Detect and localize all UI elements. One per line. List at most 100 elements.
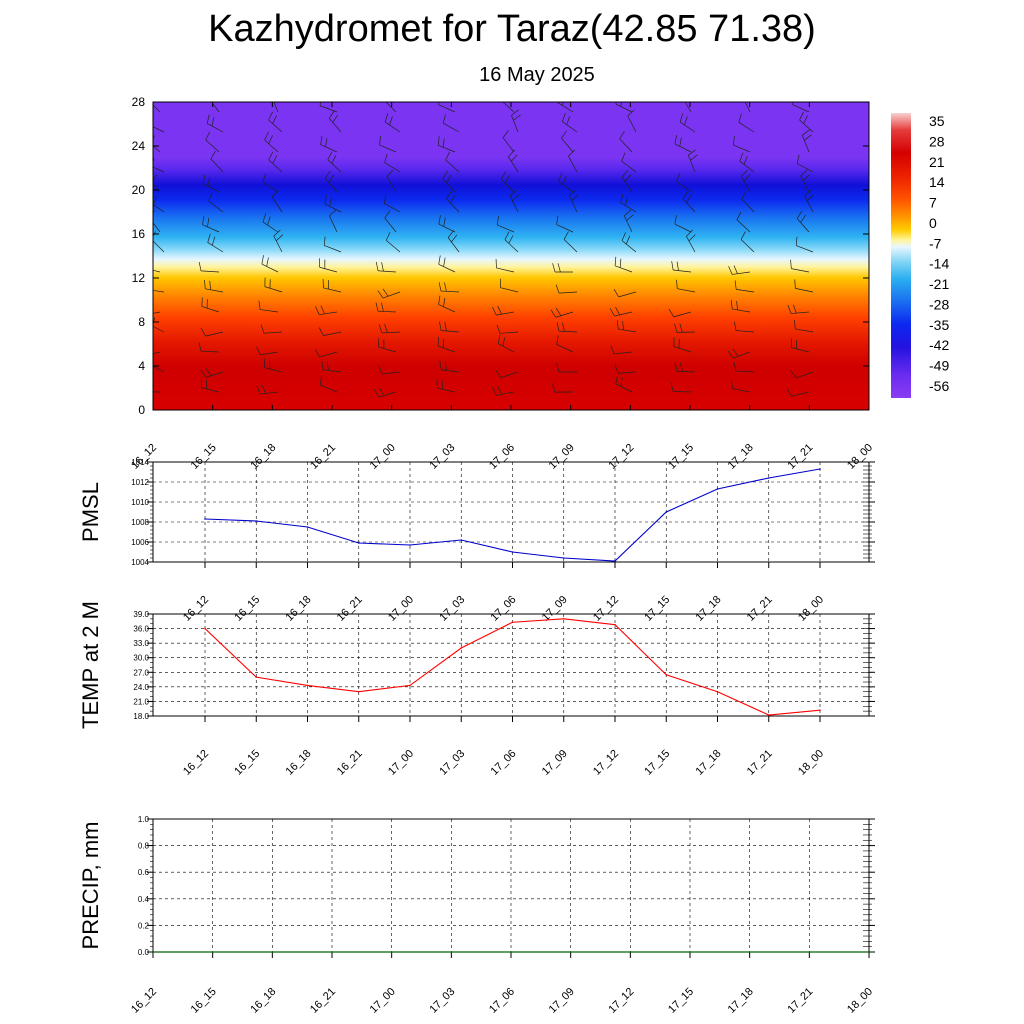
wind-barb-staff <box>328 118 342 133</box>
x-tick-label: 17_15 <box>642 594 672 624</box>
wind-barb-flag <box>437 337 439 347</box>
wind-barb-flag <box>686 194 692 203</box>
wind-barb-flag <box>375 302 379 312</box>
wind-barb-flag <box>202 174 206 184</box>
y-tick-label: 24.0 <box>133 683 149 692</box>
wind-barb-staff <box>202 183 220 193</box>
y-tick-label: 18.0 <box>133 712 149 721</box>
wind-barb-staff <box>568 195 578 213</box>
colorbar-label: 21 <box>929 154 945 170</box>
wind-barb-flag <box>329 197 332 207</box>
data-point <box>665 511 668 513</box>
data-point <box>562 557 565 559</box>
wind-barb-staff <box>201 306 220 313</box>
y-tick-label: 21.0 <box>133 697 149 706</box>
wind-barb-staff <box>500 331 519 334</box>
wind-barb-flag <box>207 177 211 187</box>
wind-barb-flag <box>446 174 452 183</box>
wind-barb-flag <box>450 194 456 204</box>
wind-barb-flag <box>268 135 273 144</box>
x-tick-label: 17_00 <box>386 594 416 624</box>
wind-barb-flag <box>730 300 733 310</box>
x-tick-label: 16_18 <box>248 986 278 1016</box>
wind-barb-flag <box>200 369 207 378</box>
y-axis-title: PMSL <box>78 482 103 542</box>
wind-barb-flag <box>802 174 810 182</box>
wind-barb-flag <box>674 323 678 333</box>
wind-barb-flag <box>492 306 497 316</box>
y-tick-label: 36.0 <box>133 625 149 634</box>
wind-barb-flag <box>198 262 202 271</box>
wind-barb-staff <box>205 331 224 337</box>
x-tick-label: 17_18 <box>694 594 724 624</box>
wind-barb-staff <box>501 179 515 193</box>
wind-barb-staff <box>323 331 342 336</box>
wind-barb-flag <box>266 257 269 267</box>
wind-barb-flag <box>795 236 798 246</box>
wind-barb-staff <box>207 242 224 253</box>
colorbar-label: -14 <box>929 256 949 272</box>
heatmap-y-tick-label: 24 <box>132 139 146 153</box>
wind-barb-flag <box>384 113 389 123</box>
wind-barb-flag <box>444 322 447 331</box>
wind-barb-staff <box>153 204 165 213</box>
wind-barb-flag <box>148 156 149 165</box>
wind-barb-flag <box>557 102 559 103</box>
panel-frame <box>152 613 870 717</box>
wind-barb-flag <box>262 173 267 183</box>
wind-barb-staff <box>205 371 224 378</box>
data-point <box>460 647 463 649</box>
wind-barb-flag <box>550 309 557 318</box>
wind-barb-flag <box>328 110 335 119</box>
wind-barb-flag <box>558 172 563 182</box>
heatmap-x-tick-label: 17_00 <box>368 442 398 472</box>
wind-barb-staff <box>556 344 574 353</box>
x-tick-label: 17_09 <box>547 986 577 1016</box>
chart-subtitle: 16 May 2025 <box>479 64 595 86</box>
wind-barb-flag <box>674 135 677 145</box>
x-tick-label: 18_00 <box>796 594 826 624</box>
wind-barb-flag <box>439 360 442 370</box>
wind-barb-staff <box>497 343 515 353</box>
heatmap-y-tick-label: 28 <box>132 95 146 109</box>
wind-barb-staff <box>386 240 401 253</box>
wind-barb-staff <box>324 245 342 253</box>
wind-barb-staff <box>556 224 574 233</box>
data-point <box>204 518 206 520</box>
wind-barb-staff <box>208 200 224 213</box>
wind-barb-flag <box>210 150 216 159</box>
wind-barb-flag <box>556 322 560 332</box>
heatmap-x-tick-label: 17_06 <box>487 442 517 472</box>
wind-barb-staff <box>153 126 165 133</box>
wind-barb-staff <box>319 351 338 358</box>
wind-barb-flag <box>674 362 678 372</box>
wind-barb-staff <box>504 239 519 253</box>
wind-barb-flag <box>685 95 691 101</box>
wind-barb-staff <box>740 239 755 253</box>
wind-barb-flag <box>445 151 450 161</box>
wind-barb-staff <box>382 331 401 334</box>
wind-barb-flag <box>686 229 694 237</box>
wind-barb-flag <box>792 102 794 105</box>
wind-barb-staff <box>262 181 279 193</box>
wind-barb-staff <box>796 163 814 173</box>
wind-barb-flag <box>140 383 142 392</box>
wind-barb-staff <box>732 271 751 275</box>
wind-barb-staff <box>205 288 224 293</box>
colorbar-label: 28 <box>929 133 945 149</box>
y-tick-label: 39.0 <box>133 610 149 619</box>
wind-barb-flag <box>147 92 151 100</box>
wind-barb-flag <box>555 307 562 316</box>
wind-barb-staff <box>615 103 633 113</box>
wind-barb-flag <box>741 190 747 200</box>
wind-barb-flag <box>552 263 556 273</box>
wind-barb-staff <box>323 287 342 293</box>
wind-barb-staff <box>201 387 220 393</box>
wind-barb-staff <box>795 288 814 293</box>
wind-barb-staff <box>202 224 220 233</box>
wind-barb-flag <box>621 232 626 241</box>
wind-barb-staff <box>437 345 456 353</box>
y-tick-label: 30.0 <box>133 654 149 663</box>
wind-barb-flag <box>208 192 213 202</box>
x-tick-label: 18_00 <box>796 748 826 778</box>
